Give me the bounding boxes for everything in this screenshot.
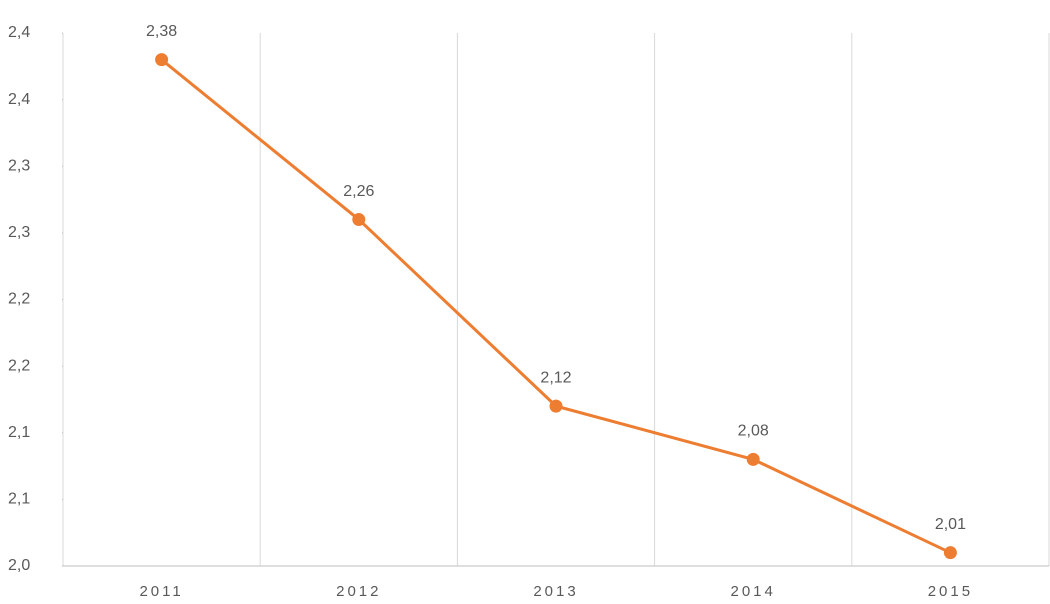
- point: [746, 452, 760, 466]
- x-tick-label: 2012: [336, 583, 381, 600]
- line: [160, 58, 952, 555]
- y-tick-label: 2,3: [8, 157, 30, 174]
- data-label: 2,26: [343, 183, 374, 200]
- data-label: 2,01: [935, 516, 966, 533]
- y-tick-label: 2,3: [8, 224, 30, 241]
- x-tick-label: 2011: [139, 583, 183, 600]
- y-tick-label: 2,4: [8, 91, 30, 108]
- data-label: 2,38: [146, 23, 177, 40]
- x-tick-label: 2013: [533, 583, 578, 600]
- y-tick-label: 2,1: [8, 424, 30, 441]
- y-tick-label: 2,2: [8, 291, 30, 308]
- point: [352, 213, 366, 227]
- point: [155, 53, 169, 67]
- y-tick-label: 2,1: [8, 491, 30, 508]
- x-tick-label: 2014: [731, 583, 776, 600]
- y-tick-label: 2,4: [8, 24, 30, 41]
- data-label: 2,12: [540, 369, 571, 386]
- x-tick-label: 2015: [928, 583, 973, 600]
- point: [943, 546, 957, 560]
- y-tick-label: 2,2: [8, 357, 30, 374]
- data-label: 2,08: [738, 423, 769, 440]
- point: [549, 399, 563, 413]
- y-tick-label: 2,0: [8, 557, 30, 574]
